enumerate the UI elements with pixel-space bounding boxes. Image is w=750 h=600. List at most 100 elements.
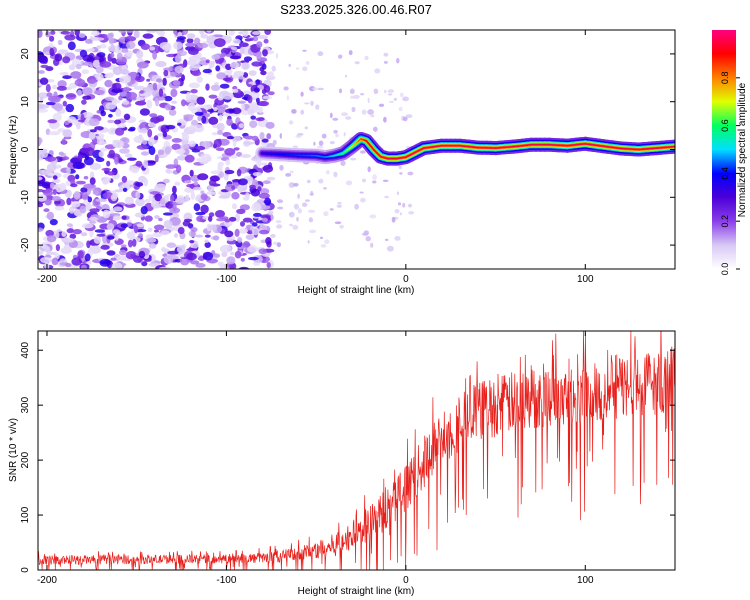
noise-blob <box>83 156 94 166</box>
noise-blob <box>261 88 267 95</box>
noise-blob <box>250 115 256 120</box>
noise-blob <box>195 234 204 238</box>
noise-blob <box>110 257 117 261</box>
noise-blob <box>253 212 262 217</box>
noise-blob <box>236 208 246 215</box>
noise-blob <box>170 71 178 77</box>
noise-blob <box>258 106 263 114</box>
noise-blob <box>279 133 282 139</box>
noise-blob <box>93 236 102 244</box>
noise-blob <box>188 230 197 237</box>
noise-blob <box>305 61 310 65</box>
noise-blob <box>62 75 72 80</box>
noise-blob <box>243 141 255 145</box>
noise-blob <box>350 157 357 161</box>
noise-blob <box>234 228 240 237</box>
noise-blob <box>209 175 220 182</box>
noise-blob <box>75 174 80 180</box>
noise-blob <box>81 99 87 105</box>
noise-blob <box>146 78 151 82</box>
noise-blob <box>62 56 71 64</box>
noise-blob <box>118 249 127 256</box>
noise-blob <box>399 212 402 216</box>
noise-blob <box>152 203 163 208</box>
noise-blob <box>398 165 403 170</box>
noise-blob <box>128 165 140 172</box>
noise-blob <box>106 223 115 230</box>
noise-blob <box>266 262 271 269</box>
noise-blob <box>112 66 123 76</box>
noise-blob <box>267 91 275 96</box>
noise-blob <box>372 180 377 184</box>
snr-x-tick-label: 100 <box>577 575 594 586</box>
noise-blob <box>197 115 202 122</box>
noise-blob <box>127 239 133 248</box>
noise-blob <box>365 236 371 242</box>
noise-blob <box>80 187 88 194</box>
noise-blob <box>258 192 270 199</box>
noise-blob <box>121 175 128 183</box>
noise-blob <box>275 53 279 59</box>
noise-blob <box>40 64 49 69</box>
noise-blob <box>312 87 318 91</box>
noise-blob <box>184 154 195 163</box>
noise-blob <box>136 144 149 150</box>
noise-blob <box>174 148 186 154</box>
noise-blob <box>256 160 262 168</box>
noise-blob <box>402 96 409 102</box>
noise-blob <box>172 213 179 218</box>
noise-blob <box>224 218 231 223</box>
noise-blob <box>79 205 87 214</box>
noise-blob <box>115 127 125 136</box>
noise-blob <box>175 197 186 204</box>
spectrogram-x-axis: -200 -100 0 100 <box>37 30 594 285</box>
noise-blob <box>351 106 356 113</box>
noise-blob <box>194 111 204 116</box>
noise-blob <box>268 210 274 215</box>
noise-blob <box>378 103 385 108</box>
noise-blob <box>57 39 63 46</box>
noise-blob <box>68 64 76 71</box>
noise-blob <box>219 244 232 253</box>
noise-blob <box>237 178 248 186</box>
noise-blob <box>221 112 231 116</box>
noise-blob <box>176 245 186 255</box>
noise-blob <box>382 179 389 182</box>
noise-blob <box>242 196 249 201</box>
noise-blob <box>66 228 75 234</box>
noise-blob <box>213 235 220 241</box>
noise-blob <box>174 233 178 238</box>
noise-blob <box>354 61 360 65</box>
signal-trace-segment <box>418 147 425 152</box>
spectrogram-y-label: Frequency (Hz) <box>8 116 19 185</box>
noise-blob <box>309 229 317 234</box>
noise-blob <box>255 117 265 122</box>
noise-blob <box>66 223 73 228</box>
noise-blob <box>279 164 284 171</box>
noise-blob <box>286 95 289 101</box>
noise-blob <box>307 240 310 244</box>
snr-frame <box>37 330 676 571</box>
noise-blob <box>277 206 284 210</box>
noise-blob <box>208 116 219 125</box>
noise-blob <box>211 54 221 60</box>
noise-blob <box>387 89 395 93</box>
noise-blob <box>87 196 93 203</box>
noise-blob <box>158 88 164 97</box>
noise-blob <box>94 229 106 233</box>
noise-blob <box>256 199 265 203</box>
noise-blob <box>189 94 196 99</box>
noise-blob <box>91 30 100 36</box>
noise-blob <box>288 211 295 218</box>
noise-blob <box>224 148 236 156</box>
noise-blob <box>202 251 214 261</box>
noise-blob <box>156 30 164 36</box>
noise-blob <box>345 116 352 120</box>
noise-blob <box>228 108 234 113</box>
snr-y-label: SNR (10 * v/v) <box>8 418 19 482</box>
noise-blob <box>181 133 190 141</box>
noise-blob <box>333 171 338 178</box>
noise-blob <box>262 180 271 185</box>
noise-blob <box>156 115 165 122</box>
noise-blob <box>140 206 148 215</box>
